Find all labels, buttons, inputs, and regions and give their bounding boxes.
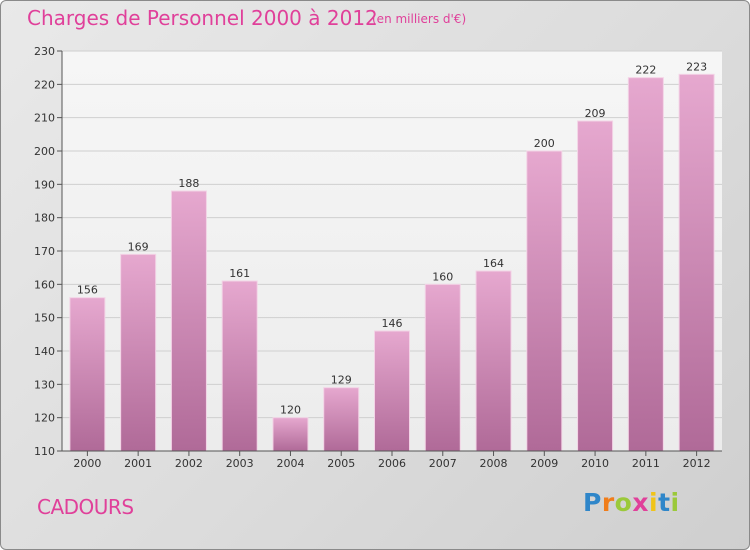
y-tick-label: 170	[34, 245, 55, 258]
data-label-2007: 160	[432, 270, 453, 283]
y-tick-label: 230	[34, 45, 55, 58]
x-tick-label-2009: 2009	[530, 457, 558, 470]
y-tick-label: 190	[34, 178, 55, 191]
data-label-2000: 156	[77, 284, 98, 297]
data-label-2008: 164	[483, 257, 504, 270]
data-label-2001: 169	[128, 240, 149, 253]
x-tick-label-2004: 2004	[276, 457, 304, 470]
x-tick-label-2001: 2001	[124, 457, 152, 470]
y-tick-label: 210	[34, 112, 55, 125]
bar-2001	[120, 253, 157, 452]
x-tick-label-2008: 2008	[480, 457, 508, 470]
bar-2002	[170, 190, 207, 452]
logo-letter: x	[632, 488, 649, 517]
commune-name: CADOURS	[37, 495, 134, 519]
y-tick-label: 140	[34, 345, 55, 358]
data-label-2002: 188	[178, 177, 199, 190]
x-tick-label-2005: 2005	[327, 457, 355, 470]
data-label-2005: 129	[331, 374, 352, 387]
bar-2004	[272, 417, 309, 452]
x-tick-label-2006: 2006	[378, 457, 406, 470]
bar-2006	[374, 330, 410, 452]
logo-letter: o	[614, 488, 633, 517]
x-tick-label-2007: 2007	[429, 457, 457, 470]
bar-2011	[627, 77, 664, 452]
logo-letter: r	[601, 488, 615, 517]
logo-letter: i	[670, 488, 680, 517]
y-tick-label: 220	[34, 78, 55, 91]
bar-2009	[526, 150, 563, 452]
data-label-2004: 120	[280, 404, 301, 417]
y-tick-label: 130	[34, 378, 55, 391]
y-tick-label: 120	[34, 412, 55, 425]
logo-letter: t	[658, 488, 671, 517]
chart-title: Charges de Personnel 2000 à 2012	[27, 6, 378, 30]
data-label-2006: 146	[382, 317, 403, 330]
data-label-2012: 223	[686, 60, 707, 73]
y-tick-label: 200	[34, 145, 55, 158]
data-label-2011: 222	[635, 64, 656, 77]
bar-2003	[221, 280, 258, 452]
bar-2000	[69, 297, 106, 452]
x-tick-label-2002: 2002	[175, 457, 203, 470]
y-tick-label: 110	[34, 445, 55, 458]
x-tick-label-2010: 2010	[581, 457, 609, 470]
data-label-2010: 209	[585, 107, 606, 120]
x-tick-label-2003: 2003	[226, 457, 254, 470]
x-tick-label-2000: 2000	[73, 457, 101, 470]
y-tick-label: 160	[34, 278, 55, 291]
data-label-2009: 200	[534, 137, 555, 150]
bar-2007	[424, 283, 461, 452]
x-tick-label-2012: 2012	[683, 457, 711, 470]
x-tick-label-2011: 2011	[632, 457, 660, 470]
logo-letter: P	[583, 488, 602, 517]
bar-2010	[577, 120, 614, 452]
bar-2012	[678, 73, 715, 452]
y-tick-label: 180	[34, 212, 55, 225]
chart-subtitle: (en milliers d'€)	[372, 12, 467, 26]
logo-letter: i	[649, 488, 659, 517]
proxiti-logo: Proxiti	[583, 488, 680, 517]
data-label-2003: 161	[229, 267, 250, 280]
bar-2005	[323, 387, 360, 452]
bar-2008	[475, 270, 512, 452]
y-tick-label: 150	[34, 312, 55, 325]
